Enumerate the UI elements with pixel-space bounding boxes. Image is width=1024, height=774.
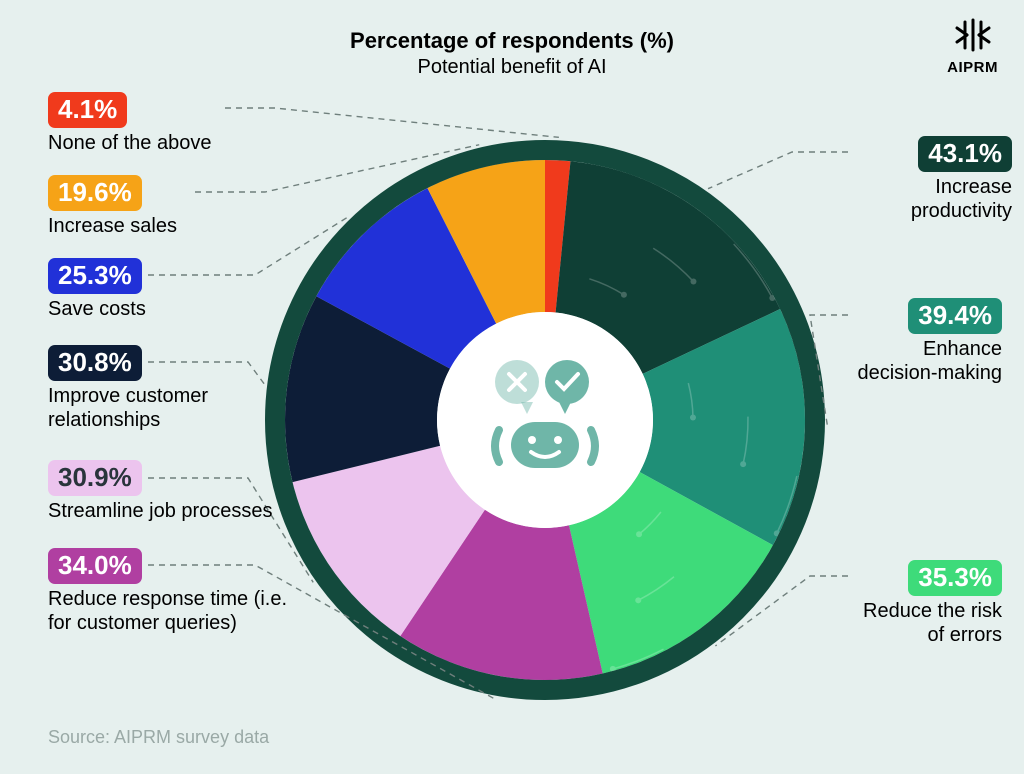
- callout-productivity: 43.1% Increase productivity: [852, 136, 1012, 223]
- pct-chip-response: 34.0%: [48, 548, 142, 584]
- pct-chip-errors: 35.3%: [908, 560, 1002, 596]
- pct-chip-sales: 19.6%: [48, 175, 142, 211]
- callout-sales: 19.6% Increase sales: [48, 175, 308, 239]
- callout-response: 34.0% Reduce response time (i.e. for cust…: [48, 548, 308, 635]
- source-text: Source: AIPRM survey data: [48, 727, 269, 748]
- callout-savecosts: 25.3% Save costs: [48, 258, 308, 322]
- callout-label-response: Reduce response time (i.e. for customer …: [48, 588, 308, 635]
- callout-relationships: 30.8% Improve customer relationships: [48, 345, 308, 432]
- callout-label-decision: Enhance decision-making: [852, 338, 1002, 385]
- pct-chip-decision: 39.4%: [908, 298, 1002, 334]
- callout-label-productivity: Increase productivity: [852, 176, 1012, 223]
- pct-chip-productivity: 43.1%: [918, 136, 1012, 172]
- infographic-canvas: Percentage of respondents (%) Potential …: [0, 0, 1024, 774]
- callout-label-sales: Increase sales: [48, 215, 308, 239]
- callout-label-errors: Reduce the risk of errors: [852, 600, 1002, 647]
- donut-center: [437, 312, 653, 528]
- pct-chip-relationships: 30.8%: [48, 345, 142, 381]
- callout-streamline: 30.9% Streamline job processes: [48, 460, 308, 524]
- callout-label-savecosts: Save costs: [48, 298, 308, 322]
- pct-chip-none: 4.1%: [48, 92, 127, 128]
- callout-label-none: None of the above: [48, 132, 308, 156]
- pct-chip-streamline: 30.9%: [48, 460, 142, 496]
- callout-label-relationships: Improve customer relationships: [48, 385, 308, 432]
- callout-errors: 35.3% Reduce the risk of errors: [852, 560, 1002, 647]
- callout-none: 4.1% None of the above: [48, 92, 308, 156]
- callout-decision: 39.4% Enhance decision-making: [852, 298, 1002, 385]
- callout-label-streamline: Streamline job processes: [48, 500, 308, 524]
- pct-chip-savecosts: 25.3%: [48, 258, 142, 294]
